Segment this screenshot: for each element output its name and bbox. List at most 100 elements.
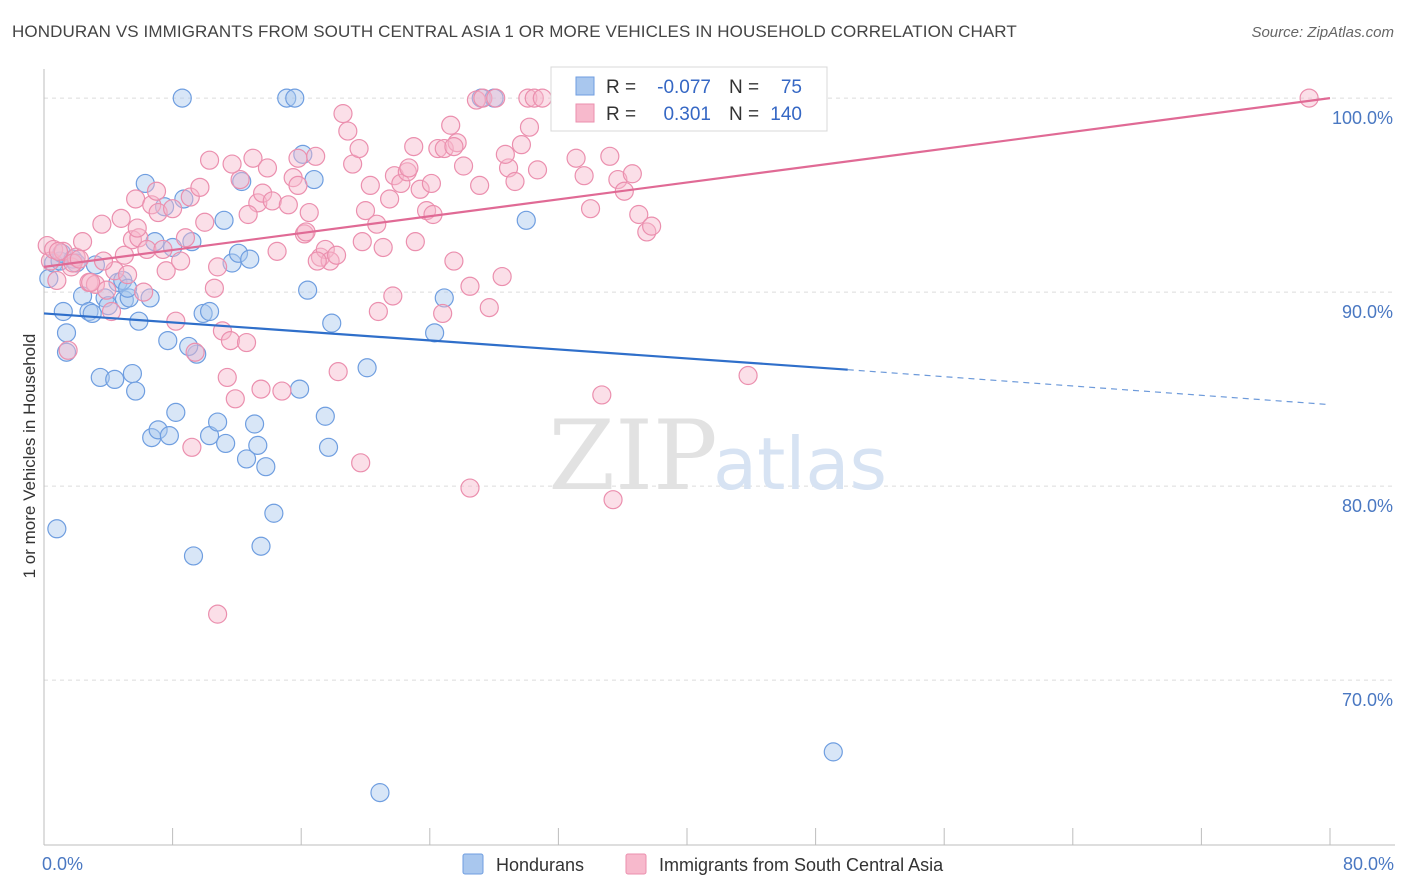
data-point <box>185 342 205 362</box>
data-point <box>470 175 490 195</box>
data-point <box>351 453 371 473</box>
data-point <box>56 323 77 343</box>
source-credit: Source: ZipAtlas.com <box>1251 24 1394 41</box>
legend-swatch <box>462 853 484 875</box>
data-point <box>1299 88 1319 108</box>
data-point <box>355 201 376 221</box>
watermark-atlas: atlas <box>713 422 887 506</box>
data-point <box>600 146 620 166</box>
data-point <box>326 245 347 265</box>
data-point <box>238 204 258 225</box>
y-tick-label: 70.0% <box>1342 690 1393 710</box>
data-point <box>267 241 287 261</box>
data-point <box>172 88 192 108</box>
data-point <box>183 546 204 566</box>
x-tick-labels: 0.0% 80.0% <box>42 854 1394 874</box>
data-point <box>357 358 377 378</box>
y-tick-label: 80.0% <box>1342 496 1393 516</box>
n-label: N = <box>729 104 759 125</box>
data-point <box>410 179 430 199</box>
data-point <box>135 173 155 194</box>
legend: Hondurans Immigrants from South Central A… <box>462 853 944 875</box>
data-point <box>119 288 139 308</box>
data-point <box>444 137 464 157</box>
data-point <box>58 340 78 360</box>
data-point <box>368 301 388 322</box>
data-point <box>126 189 146 209</box>
data-point <box>146 181 167 201</box>
data-point <box>380 189 400 209</box>
data-point <box>182 437 202 457</box>
data-point <box>399 158 419 178</box>
data-point <box>434 288 454 308</box>
data-point <box>460 276 480 296</box>
data-point <box>328 362 348 382</box>
x-tick-label: 0.0% <box>42 854 83 874</box>
stats-swatch <box>575 103 595 123</box>
data-point <box>137 239 157 260</box>
data-point <box>105 369 125 389</box>
trend-lines <box>43 97 1331 406</box>
data-point <box>298 280 318 300</box>
trend-line-extension <box>847 369 1331 406</box>
data-point <box>195 212 215 232</box>
data-point <box>145 232 165 252</box>
data-point <box>441 115 461 135</box>
data-point <box>333 104 353 124</box>
data-point <box>272 381 292 401</box>
data-point <box>47 270 67 291</box>
r-value: 0.301 <box>663 104 711 125</box>
data-point <box>516 210 536 230</box>
data-point <box>225 389 245 409</box>
data-point <box>285 88 305 108</box>
stats-box: R = -0.077 N = 75 R = 0.301 N = 140 <box>550 66 828 132</box>
data-point <box>175 228 196 248</box>
data-point <box>117 278 138 298</box>
data-point <box>622 164 642 184</box>
data-point <box>629 204 649 225</box>
data-point <box>307 251 327 271</box>
data-point <box>264 503 284 523</box>
data-point <box>592 385 612 405</box>
data-point <box>190 177 210 197</box>
data-point <box>127 218 147 238</box>
data-point <box>217 367 237 388</box>
data-point <box>277 88 297 108</box>
data-point <box>90 367 110 388</box>
data-point <box>122 363 143 384</box>
data-point <box>208 257 228 277</box>
data-point <box>208 412 228 432</box>
data-point <box>505 171 525 192</box>
data-point <box>352 232 372 252</box>
data-point <box>405 232 425 252</box>
data-point <box>383 286 403 306</box>
legend-label: Hondurans <box>496 855 584 875</box>
data-point <box>428 138 448 159</box>
data-point <box>444 251 464 271</box>
data-point <box>180 187 200 207</box>
data-point <box>299 202 319 223</box>
data-point <box>492 266 512 287</box>
data-point <box>338 121 358 141</box>
data-point <box>603 490 623 510</box>
data-point <box>421 173 442 194</box>
data-point <box>527 160 548 180</box>
y-tick-label: 90.0% <box>1342 302 1393 322</box>
data-point <box>262 191 282 211</box>
data-point <box>518 88 538 108</box>
r-value: -0.077 <box>657 77 711 98</box>
data-point <box>315 406 335 426</box>
data-point <box>253 183 273 203</box>
trend-line <box>43 312 848 371</box>
chart-title: HONDURAN VS IMMIGRANTS FROM SOUTH CENTRA… <box>12 22 1017 41</box>
data-point <box>148 420 168 440</box>
data-point <box>322 313 342 333</box>
legend-swatch <box>625 853 647 875</box>
data-point <box>304 169 324 190</box>
trend-line <box>43 97 1331 268</box>
data-point <box>228 243 249 263</box>
data-point <box>93 251 114 271</box>
data-point <box>257 158 278 178</box>
data-point <box>288 148 308 168</box>
